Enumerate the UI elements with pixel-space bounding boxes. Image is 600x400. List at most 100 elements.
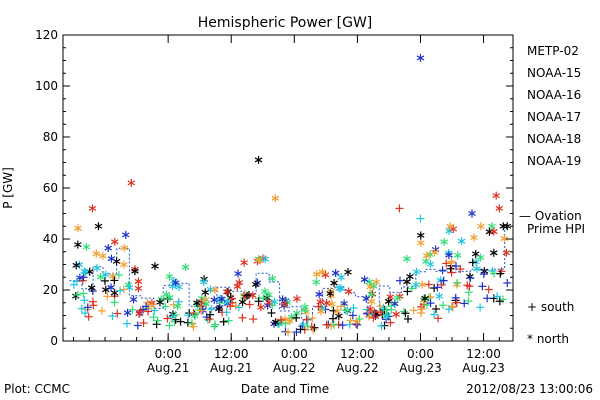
south-point [119, 285, 128, 294]
south-point [448, 303, 457, 312]
north-point [110, 288, 119, 297]
legend-entry-noaa-17: NOAA-17 [527, 110, 581, 124]
south-point [466, 274, 475, 283]
south-point [433, 283, 442, 292]
north-point [430, 248, 439, 257]
south-point [503, 278, 512, 287]
north-point [223, 297, 232, 306]
south-point [161, 302, 170, 311]
north-point [418, 280, 427, 289]
north-point [201, 288, 210, 297]
notable-point-6 [88, 204, 97, 213]
south-point [322, 320, 331, 329]
marker-legend-north: * north [527, 332, 569, 346]
south-point [464, 288, 473, 297]
south-point [163, 314, 172, 323]
x-tick-date-4: Aug.23 [399, 361, 442, 375]
north-point [335, 312, 343, 321]
south-point [79, 273, 88, 282]
north-point [445, 251, 453, 260]
south-point [308, 314, 317, 323]
north-point [333, 307, 342, 316]
south-point [234, 303, 243, 312]
south-point [446, 264, 455, 273]
north-point [107, 254, 116, 263]
south-point [168, 313, 177, 322]
south-point [369, 313, 378, 322]
north-point [286, 317, 294, 326]
south-point [432, 304, 441, 313]
south-point [434, 314, 443, 323]
south-point [382, 306, 391, 315]
north-point [367, 297, 376, 306]
north-point [238, 298, 247, 307]
north-point [233, 282, 242, 291]
north-point [321, 270, 330, 279]
notable-point-2 [127, 178, 136, 187]
plot-timestamp: 2012/08/23 13:00:06 [466, 382, 593, 396]
south-point [424, 280, 433, 289]
legend-entry-noaa-16: NOAA-16 [527, 88, 581, 102]
south-point [144, 307, 153, 316]
south-point [80, 296, 89, 305]
north-point [151, 262, 159, 271]
south-point [496, 269, 505, 278]
south-point [133, 321, 142, 330]
north-point [315, 290, 323, 299]
north-point [94, 222, 103, 231]
north-point [366, 305, 374, 314]
north-point [99, 251, 107, 260]
north-point [168, 282, 177, 291]
south-point [403, 287, 412, 296]
north-point [344, 268, 352, 277]
south-point [409, 306, 418, 315]
south-point [73, 290, 82, 299]
south-point [72, 277, 81, 286]
x-tick-time-3: 12:00 [340, 347, 375, 361]
x-tick-time-1: 12:00 [214, 347, 249, 361]
north-point [173, 302, 182, 311]
notable-point-7 [395, 204, 404, 213]
south-point [83, 303, 92, 312]
north-point [417, 238, 425, 247]
north-point [171, 278, 180, 287]
north-point [134, 284, 143, 293]
notable-point-4 [492, 191, 500, 200]
south-point [211, 320, 220, 329]
notable-point-0 [416, 53, 425, 62]
south-point [349, 304, 358, 313]
south-point [451, 293, 460, 302]
north-point [261, 287, 269, 296]
south-point [387, 302, 396, 311]
ovation-label-line2: Prime HPI [527, 222, 585, 236]
south-point [426, 299, 435, 308]
south-point [365, 312, 374, 321]
south-point [430, 310, 439, 319]
notable-point-8 [468, 209, 476, 218]
south-point [284, 328, 293, 337]
south-point [479, 270, 488, 279]
north-point [330, 279, 338, 288]
north-point [268, 274, 277, 283]
south-point [352, 317, 361, 326]
south-point [292, 313, 301, 322]
north-point [502, 248, 511, 257]
north-point [165, 272, 174, 281]
north-point [337, 273, 346, 282]
north-point [293, 294, 301, 303]
north-point [331, 269, 340, 278]
south-point [245, 300, 254, 309]
north-point [449, 224, 458, 233]
south-point [108, 312, 117, 321]
south-point [142, 302, 151, 311]
south-point [468, 258, 477, 267]
south-point [430, 284, 439, 293]
south-point [460, 299, 469, 308]
south-point [238, 313, 247, 322]
x-tick-date-5: Aug.23 [462, 361, 505, 375]
north-point [344, 287, 353, 296]
north-point [489, 248, 498, 257]
north-point [256, 303, 265, 312]
south-point [116, 286, 125, 295]
